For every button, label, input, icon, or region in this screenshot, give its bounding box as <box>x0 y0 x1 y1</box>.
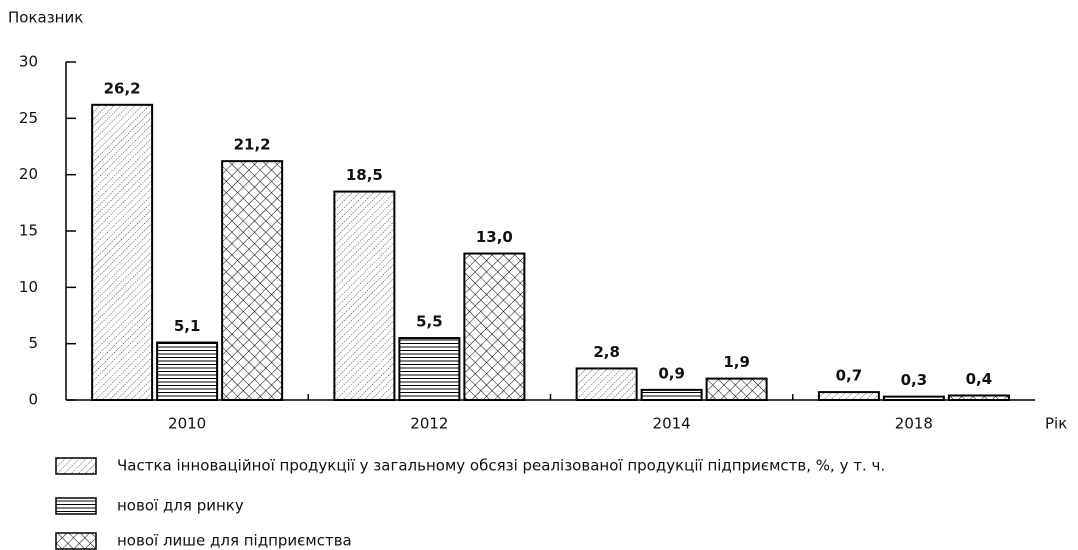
value-label: 18,5 <box>346 166 383 184</box>
x-tick-label: 2012 <box>410 415 448 433</box>
y-tick-label: 10 <box>19 278 38 296</box>
bar <box>221 160 284 401</box>
bar <box>882 395 945 401</box>
legend-label: нової лише для підприємства <box>117 532 352 550</box>
y-axis-label: Показник <box>8 9 83 27</box>
value-label: 21,2 <box>234 136 271 154</box>
x-axis-label: Рік <box>1045 415 1067 433</box>
bar <box>156 341 219 402</box>
legend-swatch <box>55 497 97 515</box>
y-tick-label: 0 <box>28 391 38 409</box>
value-label: 5,1 <box>174 317 201 335</box>
value-label: 0,9 <box>658 364 685 382</box>
y-tick-label: 5 <box>28 334 38 352</box>
y-tick-label: 30 <box>19 53 38 71</box>
value-label: 0,7 <box>836 367 863 385</box>
bar <box>575 367 638 402</box>
legend-swatch <box>55 457 97 475</box>
x-tick-label: 2018 <box>895 415 933 433</box>
bar <box>91 103 154 402</box>
legend-label: нової для ринку <box>117 497 244 515</box>
legend-label: Частка інноваційної продукції у загально… <box>117 457 885 475</box>
value-label: 0,4 <box>966 370 993 388</box>
bar <box>463 252 526 401</box>
value-label: 13,0 <box>476 228 513 246</box>
bar <box>705 377 768 401</box>
bar <box>640 388 703 401</box>
value-label: 26,2 <box>104 79 141 97</box>
bar <box>947 394 1010 402</box>
x-tick-label: 2014 <box>653 415 691 433</box>
bar <box>398 337 461 401</box>
y-tick-label: 20 <box>19 165 38 183</box>
y-tick-label: 25 <box>19 109 38 127</box>
bar <box>333 190 396 401</box>
legend-swatch <box>55 532 97 550</box>
bar <box>817 391 880 402</box>
y-tick-label: 15 <box>19 222 38 240</box>
value-label: 1,9 <box>723 353 750 371</box>
value-label: 2,8 <box>593 343 620 361</box>
value-label: 5,5 <box>416 313 443 331</box>
x-tick-label: 2010 <box>168 415 206 433</box>
value-label: 0,3 <box>901 371 928 389</box>
